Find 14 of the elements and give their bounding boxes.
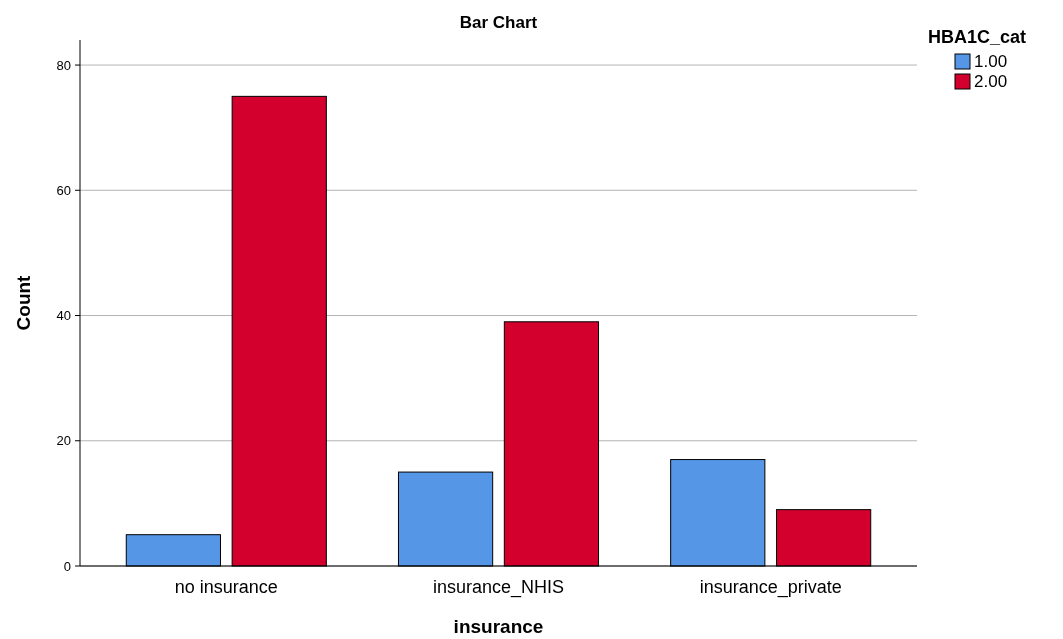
- legend-label: 1.00: [974, 52, 1008, 71]
- y-axis-title: Count: [13, 274, 34, 331]
- y-tick-label: 20: [56, 433, 71, 449]
- legend-label: 2.00: [974, 72, 1008, 91]
- y-tick-label: 40: [56, 308, 71, 324]
- chart-title: Bar Chart: [459, 13, 538, 32]
- y-tick-label: 60: [56, 182, 71, 198]
- x-tick-label: no insurance: [174, 577, 278, 597]
- x-axis-title: insurance: [453, 616, 544, 637]
- legend-title: HBA1C_cat: [928, 27, 1027, 47]
- y-tick-label: 80: [56, 57, 71, 73]
- y-tick-label: 0: [63, 558, 71, 574]
- x-tick-label: insurance_NHIS: [432, 577, 565, 598]
- x-tick-label: insurance_private: [699, 577, 842, 598]
